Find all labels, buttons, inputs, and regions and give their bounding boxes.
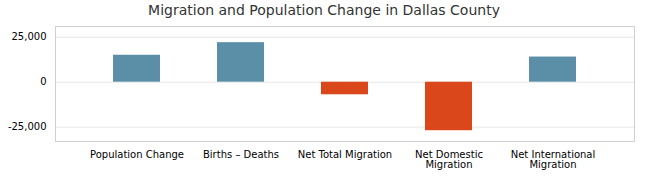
svg-text:0: 0 <box>40 76 46 87</box>
svg-text:Net InternationalMigration: Net InternationalMigration <box>511 149 596 170</box>
svg-text:Births – Deaths: Births – Deaths <box>203 149 279 160</box>
html-text:Migration and Population Chang: Migration and Population Change in Dalla… <box>148 2 500 18</box>
svg-text:Net DomesticMigration: Net DomesticMigration <box>415 149 483 170</box>
svg-text:Net Total Migration: Net Total Migration <box>298 149 392 160</box>
svg-text:Population Change: Population Change <box>90 149 184 160</box>
svg-text:-25,000: -25,000 <box>8 121 47 132</box>
svg-text:25,000: 25,000 <box>12 31 47 42</box>
